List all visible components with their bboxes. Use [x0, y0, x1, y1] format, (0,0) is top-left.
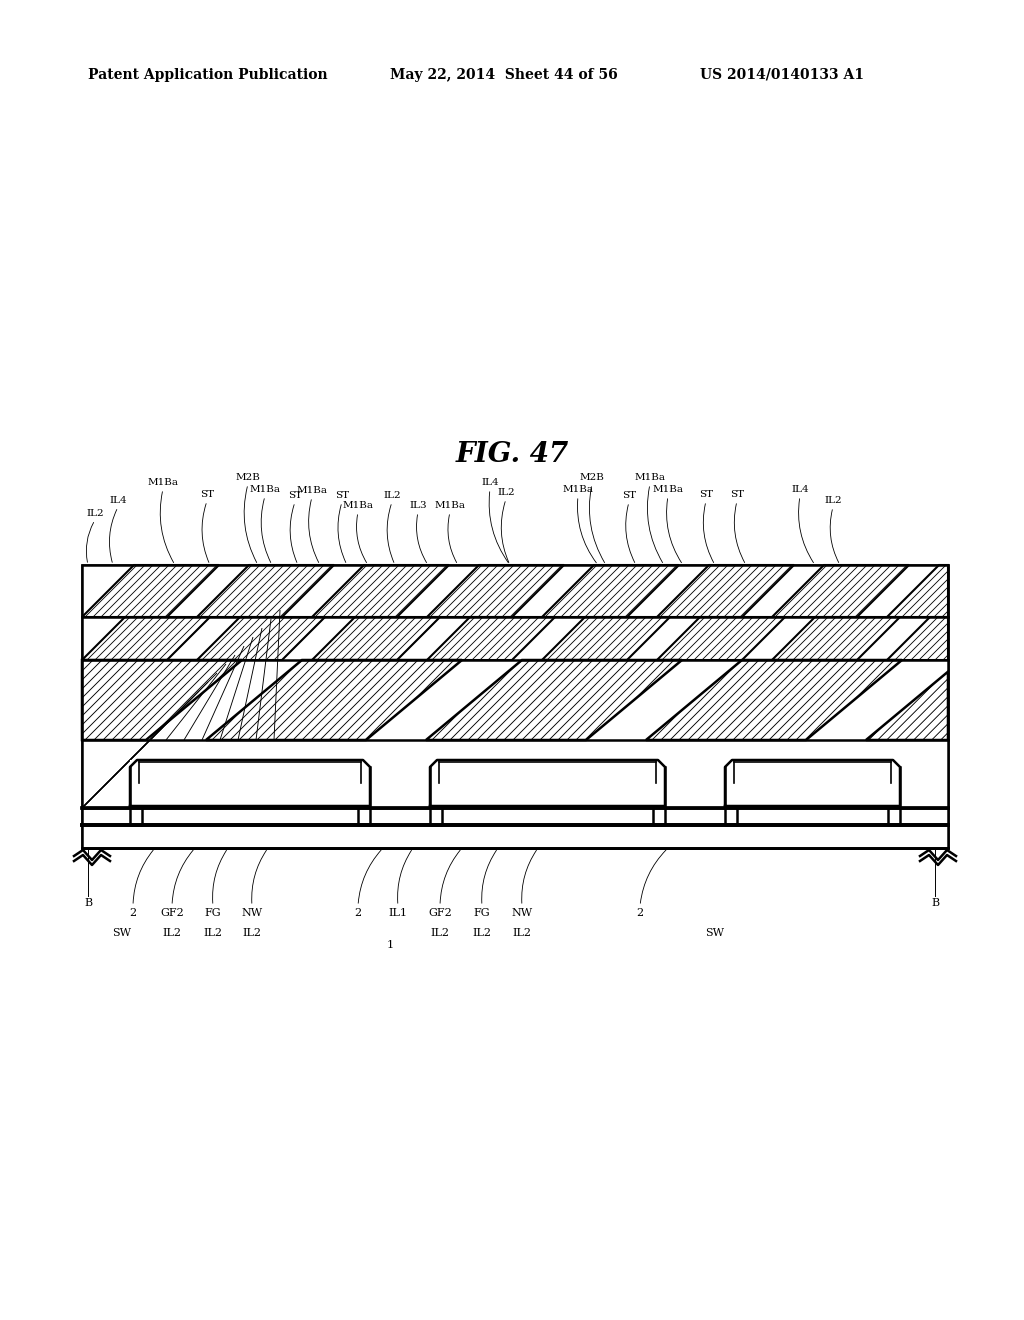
Polygon shape	[427, 565, 564, 616]
Text: SW: SW	[113, 928, 131, 939]
Polygon shape	[657, 565, 794, 616]
Polygon shape	[657, 616, 785, 660]
Text: IL2: IL2	[512, 928, 531, 939]
Text: ST: ST	[699, 490, 713, 499]
Text: Patent Application Publication: Patent Application Publication	[88, 69, 328, 82]
Text: IL4: IL4	[481, 478, 499, 487]
Text: IL2: IL2	[472, 928, 492, 939]
Text: M1Ba: M1Ba	[250, 484, 281, 494]
Text: M1Ba: M1Ba	[297, 486, 328, 495]
Bar	[725, 760, 900, 807]
Bar	[130, 760, 370, 807]
Text: NW: NW	[511, 908, 532, 917]
Text: M2B: M2B	[236, 473, 260, 482]
Bar	[82, 808, 948, 825]
Polygon shape	[542, 616, 670, 660]
Polygon shape	[82, 616, 210, 660]
Bar	[725, 807, 737, 825]
Text: ST: ST	[200, 490, 214, 499]
Text: M1Ba: M1Ba	[342, 502, 374, 510]
Text: ST: ST	[622, 491, 636, 500]
Text: IL2: IL2	[430, 928, 450, 939]
Polygon shape	[427, 616, 555, 660]
Text: GF2: GF2	[428, 908, 452, 917]
Text: 2: 2	[354, 908, 361, 917]
Bar	[358, 807, 370, 825]
Text: ST: ST	[730, 490, 744, 499]
Bar	[430, 760, 665, 807]
Text: B: B	[84, 898, 92, 908]
Text: IL2: IL2	[498, 488, 515, 498]
Bar	[82, 565, 948, 847]
Text: IL2: IL2	[204, 928, 222, 939]
Polygon shape	[887, 616, 948, 660]
Text: NW: NW	[242, 908, 262, 917]
Text: M2B: M2B	[580, 473, 604, 482]
Polygon shape	[197, 616, 325, 660]
Polygon shape	[197, 565, 334, 616]
Polygon shape	[312, 616, 440, 660]
Polygon shape	[920, 850, 956, 865]
Text: B: B	[931, 898, 939, 908]
Bar	[82, 825, 948, 847]
Polygon shape	[887, 565, 948, 616]
Text: IL2: IL2	[383, 491, 400, 500]
Polygon shape	[82, 660, 242, 741]
Text: GF2: GF2	[160, 908, 184, 917]
Text: IL3: IL3	[410, 502, 427, 510]
Text: FG: FG	[474, 908, 490, 917]
Bar	[82, 565, 948, 616]
Polygon shape	[426, 660, 682, 741]
Text: FIG. 47: FIG. 47	[456, 441, 568, 469]
Polygon shape	[206, 660, 462, 741]
Polygon shape	[772, 616, 900, 660]
Bar	[82, 741, 948, 808]
Text: FG: FG	[205, 908, 221, 917]
Text: M1Ba: M1Ba	[652, 484, 683, 494]
Text: M1Ba: M1Ba	[562, 484, 594, 494]
Bar	[82, 616, 948, 660]
Bar	[653, 807, 665, 825]
Text: 2: 2	[129, 908, 136, 917]
Text: SW: SW	[706, 928, 725, 939]
Text: M1Ba: M1Ba	[635, 473, 666, 482]
Bar	[82, 660, 948, 741]
Text: May 22, 2014  Sheet 44 of 56: May 22, 2014 Sheet 44 of 56	[390, 69, 617, 82]
Bar	[82, 565, 948, 847]
Text: IL4: IL4	[792, 484, 809, 494]
Text: 2: 2	[637, 908, 643, 917]
Bar	[888, 807, 900, 825]
Polygon shape	[312, 565, 449, 616]
Text: IL2: IL2	[243, 928, 261, 939]
Text: IL2: IL2	[163, 928, 181, 939]
Bar	[430, 807, 442, 825]
Text: IL2: IL2	[86, 510, 103, 517]
Bar	[130, 807, 142, 825]
Text: M1Ba: M1Ba	[147, 478, 178, 487]
Polygon shape	[646, 660, 902, 741]
Text: IL1: IL1	[388, 908, 408, 917]
Text: ST: ST	[335, 491, 349, 500]
Text: 1: 1	[386, 940, 393, 950]
Polygon shape	[74, 850, 110, 865]
Polygon shape	[542, 565, 679, 616]
Polygon shape	[82, 565, 219, 616]
Text: US 2014/0140133 A1: US 2014/0140133 A1	[700, 69, 864, 82]
Polygon shape	[866, 672, 948, 741]
Text: IL4: IL4	[110, 496, 127, 506]
Text: IL2: IL2	[824, 496, 842, 506]
Polygon shape	[772, 565, 909, 616]
Text: M1Ba: M1Ba	[434, 502, 466, 510]
Text: ST: ST	[288, 491, 302, 500]
